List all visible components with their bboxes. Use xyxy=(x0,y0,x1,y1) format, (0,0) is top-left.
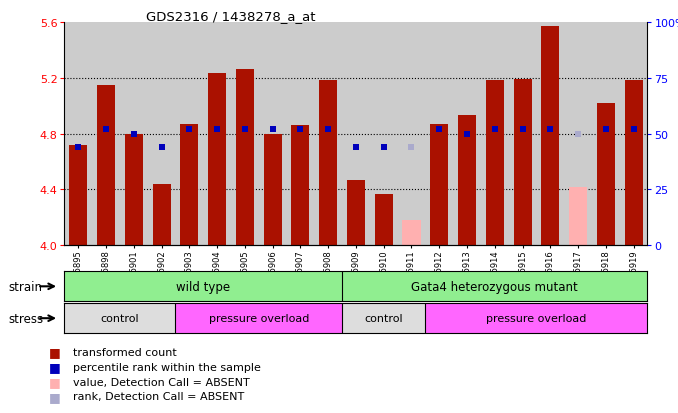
Bar xyxy=(69,145,87,246)
Text: rank, Detection Call = ABSENT: rank, Detection Call = ABSENT xyxy=(73,392,244,401)
Bar xyxy=(624,81,643,246)
Bar xyxy=(176,23,203,246)
Bar xyxy=(564,23,592,246)
Text: value, Detection Call = ABSENT: value, Detection Call = ABSENT xyxy=(73,377,250,387)
Bar xyxy=(342,304,425,333)
Text: GDS2316 / 1438278_a_at: GDS2316 / 1438278_a_at xyxy=(146,10,315,23)
Bar xyxy=(315,23,342,246)
Bar xyxy=(287,23,315,246)
Bar xyxy=(513,80,532,246)
Bar xyxy=(569,187,587,246)
Bar xyxy=(64,304,176,333)
Bar xyxy=(203,23,231,246)
Bar xyxy=(403,221,420,246)
Bar xyxy=(375,194,393,246)
Bar xyxy=(536,23,564,246)
Bar xyxy=(292,126,309,246)
Bar xyxy=(180,124,199,246)
Bar xyxy=(342,23,370,246)
Bar xyxy=(264,134,281,246)
Text: transformed count: transformed count xyxy=(73,347,176,357)
Text: ■: ■ xyxy=(49,360,60,373)
Text: Gata4 heterozygous mutant: Gata4 heterozygous mutant xyxy=(412,280,578,293)
Bar xyxy=(541,27,559,246)
Bar xyxy=(597,104,615,246)
Bar xyxy=(431,124,448,246)
Bar xyxy=(92,23,120,246)
Text: ■: ■ xyxy=(49,375,60,388)
Bar xyxy=(64,23,92,246)
Bar xyxy=(370,23,397,246)
Bar xyxy=(620,23,647,246)
Bar xyxy=(259,23,287,246)
Bar xyxy=(97,85,115,246)
Bar xyxy=(592,23,620,246)
Bar xyxy=(176,304,342,333)
Bar xyxy=(425,304,647,333)
Bar xyxy=(481,23,508,246)
Text: control: control xyxy=(364,313,403,323)
Text: control: control xyxy=(100,313,139,323)
Bar xyxy=(458,116,476,246)
Bar xyxy=(485,81,504,246)
Text: ■: ■ xyxy=(49,345,60,358)
Text: wild type: wild type xyxy=(176,280,231,293)
Text: ■: ■ xyxy=(49,390,60,403)
Bar xyxy=(397,23,425,246)
Text: pressure overload: pressure overload xyxy=(209,313,309,323)
Text: stress: stress xyxy=(8,312,43,325)
Bar xyxy=(319,81,337,246)
Bar xyxy=(153,184,171,246)
Bar xyxy=(208,74,226,246)
Bar xyxy=(236,70,254,246)
Text: percentile rank within the sample: percentile rank within the sample xyxy=(73,362,260,372)
Text: strain: strain xyxy=(8,280,42,293)
Bar xyxy=(148,23,176,246)
Bar xyxy=(125,134,143,246)
Bar xyxy=(347,180,365,246)
Bar xyxy=(508,23,536,246)
Bar xyxy=(453,23,481,246)
Text: pressure overload: pressure overload xyxy=(486,313,586,323)
Bar xyxy=(120,23,148,246)
Bar xyxy=(231,23,259,246)
Bar xyxy=(425,23,453,246)
